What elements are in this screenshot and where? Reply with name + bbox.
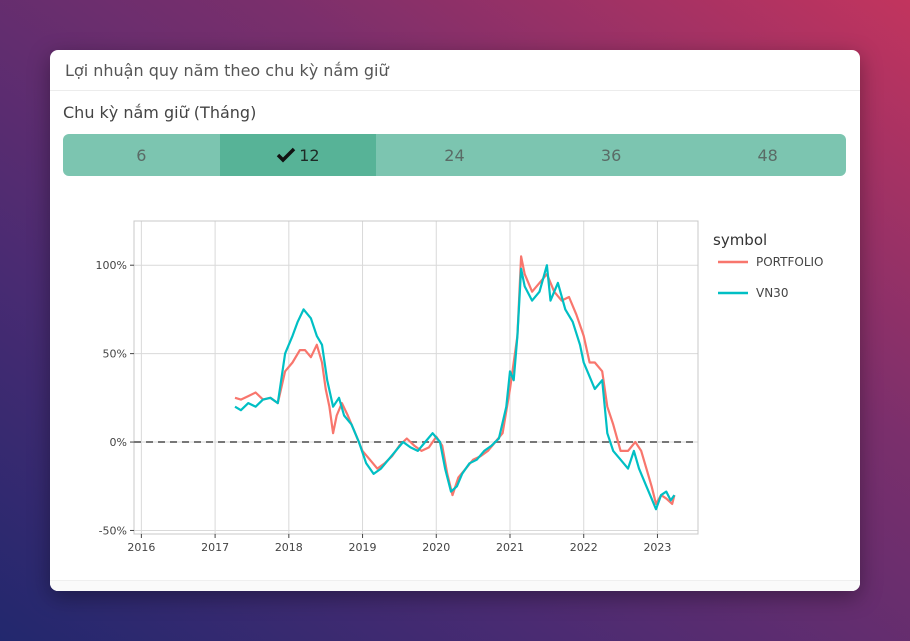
period-option-label: 36 (600, 145, 622, 165)
y-tick-label: 50% (103, 348, 127, 361)
grid-lines (134, 221, 698, 534)
period-option-label: 12 (299, 145, 320, 165)
returns-line-chart: 100%50%0%-50% 2016 2017 2018 2019 2020 2021 20… (96, 220, 824, 554)
card-footer (50, 580, 860, 591)
period-option-6[interactable]: 6 (63, 134, 220, 176)
legend-title: symbol (713, 231, 767, 249)
period-option-label: 6 (136, 145, 147, 165)
x-tick-label: 2017 (201, 541, 229, 554)
x-tick-label: 2016 (127, 541, 155, 554)
x-tick-label: 2019 (349, 541, 377, 554)
x-tick-label: 2022 (570, 541, 598, 554)
x-axis: 2016 2017 2018 2019 2020 2021 2022 2023 (127, 534, 671, 554)
y-tick-label: 0% (110, 436, 127, 449)
x-tick-label: 2023 (643, 541, 671, 554)
card-header: Lợi nhuận quy năm theo chu kỳ nắm giữ (50, 50, 860, 91)
checkmark-icon (276, 147, 296, 163)
legend-label: PORTFOLIO (756, 255, 824, 269)
x-tick-label: 2021 (496, 541, 524, 554)
x-tick-label: 2020 (422, 541, 450, 554)
series-lines (234, 255, 676, 511)
period-option-label: 24 (444, 145, 465, 165)
period-option-36[interactable]: 36 (533, 134, 690, 176)
legend: symbol PORTFOLIO VN30 (713, 231, 824, 300)
x-tick-label: 2018 (275, 541, 303, 554)
card-title: Lợi nhuận quy năm theo chu kỳ nắm giữ (65, 60, 389, 80)
y-tick-label: -50% (99, 524, 127, 537)
chart-area: 100% 50% 0% -50% 2016 2017 2018 2019 2020 2021 20… (50, 190, 860, 580)
legend-label: VN30 (756, 286, 788, 300)
period-option-24[interactable]: 24 (376, 134, 533, 176)
holding-period-label: Chu kỳ nắm giữ (Tháng) (63, 103, 257, 122)
y-tick-label: 100% (96, 259, 127, 272)
y-axis: 100% 50% 0% -50% (96, 259, 134, 537)
series-line-vn30 (234, 264, 676, 511)
series-line-portfolio (234, 255, 676, 505)
period-option-label: 48 (757, 145, 778, 165)
plot-frame (133, 220, 699, 535)
period-option-12[interactable]: 12 (219, 134, 377, 176)
period-option-48[interactable]: 48 (689, 134, 846, 176)
holding-period-selector: 6 12 24 36 48 (63, 134, 846, 176)
returns-card: Lợi nhuận quy năm theo chu kỳ nắm giữ Ch… (50, 50, 860, 591)
